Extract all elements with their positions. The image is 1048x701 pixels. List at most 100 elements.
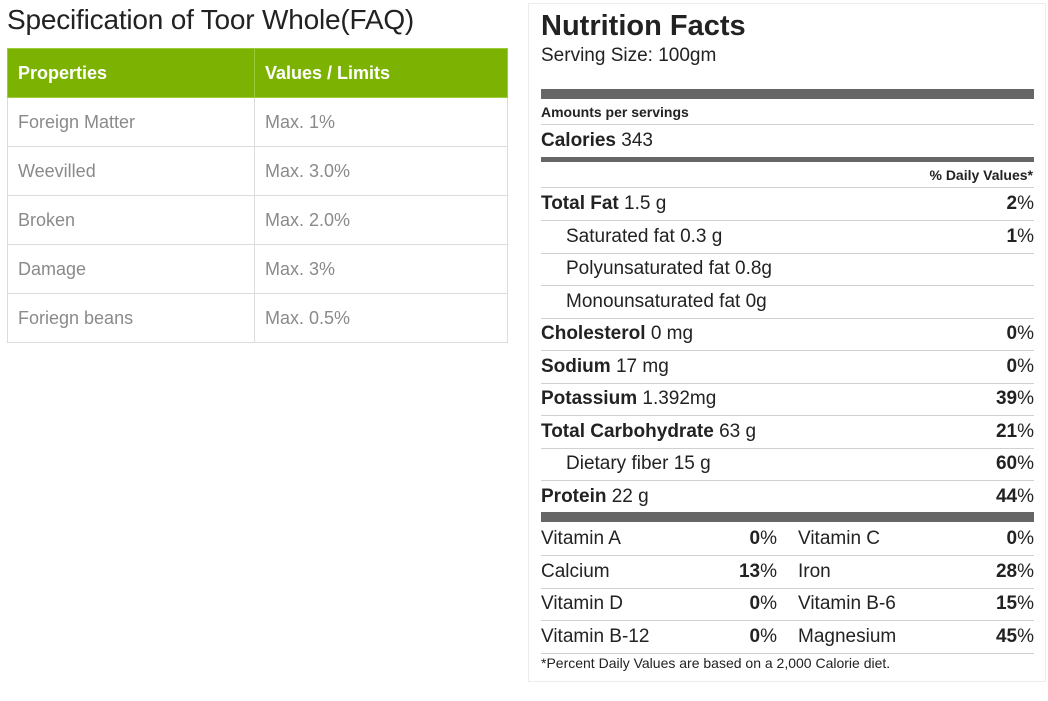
daily-value-number: 0 bbox=[1006, 355, 1018, 377]
nutrient-daily-value: 21% bbox=[996, 416, 1034, 448]
daily-value-number: 45 bbox=[995, 625, 1018, 647]
spec-table: Properties Values / Limits Foreign Matte… bbox=[7, 48, 508, 343]
nutrient-amount: 0 mg bbox=[650, 323, 694, 344]
nutrient-name: Monounsaturated fat 0g bbox=[566, 290, 767, 312]
value-cell: Max. 2.0% bbox=[254, 195, 508, 245]
nutrient-amount: 1.392mg bbox=[642, 388, 717, 409]
property-cell: Damage bbox=[7, 244, 255, 294]
percent-sign: % bbox=[1017, 323, 1034, 344]
nutrient-daily-value: 39% bbox=[996, 383, 1034, 415]
daily-value-number: 0 bbox=[749, 528, 761, 549]
daily-value-number: 0 bbox=[749, 625, 761, 647]
nutrient-label: Protein 22 g bbox=[541, 481, 649, 513]
nutrient-amount: 63 g bbox=[719, 420, 757, 442]
percent-sign: % bbox=[1017, 528, 1034, 549]
nutrition-facts-panel: Nutrition Facts Serving Size: 100gm Amou… bbox=[528, 3, 1046, 682]
vitamin-name: Vitamin B-12 bbox=[541, 625, 650, 647]
vitamin-cell: Vitamin D 0% bbox=[541, 588, 777, 620]
vitamin-cell: Vitamin C 0% bbox=[798, 523, 1034, 555]
property-cell: Broken bbox=[7, 195, 255, 245]
nutrient-daily-value: 0% bbox=[1007, 351, 1034, 383]
nutrient-name: Total Fat bbox=[541, 193, 619, 214]
vitamin-name: Calcium bbox=[541, 560, 610, 582]
vitamin-cell: Iron 28% bbox=[798, 556, 1034, 588]
vitamin-daily-value: 0% bbox=[750, 523, 777, 555]
footnote: *Percent Daily Values are based on a 2,0… bbox=[541, 655, 891, 671]
divider bbox=[541, 187, 1034, 188]
nutrient-name: Total Carbohydrate bbox=[541, 420, 714, 442]
percent-sign: % bbox=[1017, 560, 1034, 582]
table-row: Weevilled Max. 3.0% bbox=[7, 146, 508, 196]
nutrient-daily-value: 60% bbox=[996, 448, 1034, 480]
nutrient-name: Cholesterol bbox=[541, 323, 646, 344]
daily-value-number: 15 bbox=[995, 593, 1018, 614]
property-cell: Foreign Matter bbox=[7, 97, 255, 147]
percent-sign: % bbox=[1017, 453, 1034, 474]
vitamin-daily-value: 0% bbox=[1007, 523, 1034, 555]
vitamin-cell: Vitamin A 0% bbox=[541, 523, 777, 555]
spec-table-header-row: Properties Values / Limits bbox=[7, 48, 508, 98]
divider bbox=[541, 480, 1034, 481]
percent-sign: % bbox=[1017, 225, 1034, 247]
calories-row: Calories 343 bbox=[541, 125, 1034, 157]
nutrient-label: Saturated fat 0.3 g bbox=[566, 221, 722, 253]
nutrient-row: Dietary fiber 15 g 60% bbox=[541, 448, 1034, 480]
daily-value-number: 0 bbox=[1006, 323, 1018, 344]
vitamin-cell: Vitamin B-6 15% bbox=[798, 588, 1034, 620]
vitamin-name: Vitamin A bbox=[541, 528, 621, 549]
nutrient-row: Cholesterol 0 mg 0% bbox=[541, 318, 1034, 350]
nutrient-amount: 22 g bbox=[611, 485, 649, 507]
calories-value: 343 bbox=[621, 130, 653, 151]
daily-values-header: % Daily Values* bbox=[929, 167, 1033, 183]
divider-medium bbox=[541, 157, 1034, 162]
nutrient-name: Sodium bbox=[541, 355, 611, 377]
divider bbox=[541, 415, 1034, 416]
percent-sign: % bbox=[760, 560, 777, 582]
percent-sign: % bbox=[1017, 485, 1034, 507]
nutrition-title: Nutrition Facts bbox=[541, 10, 746, 42]
header-properties: Properties bbox=[7, 48, 255, 98]
calories-label: Calories bbox=[541, 130, 616, 151]
daily-value-number: 60 bbox=[995, 453, 1018, 474]
daily-value-number: 2 bbox=[1006, 193, 1018, 214]
amounts-per-serving-label: Amounts per servings bbox=[541, 104, 689, 120]
divider-thick bbox=[541, 89, 1034, 99]
divider bbox=[541, 220, 1034, 221]
divider bbox=[541, 285, 1034, 286]
daily-value-number: 44 bbox=[995, 485, 1018, 507]
divider bbox=[541, 620, 1034, 621]
nutrient-label: Total Carbohydrate 63 g bbox=[541, 416, 756, 448]
vitamin-cell: Calcium 13% bbox=[541, 556, 777, 588]
nutrient-amount: 1.5 g bbox=[624, 193, 667, 214]
percent-sign: % bbox=[1017, 355, 1034, 377]
vitamin-name: Vitamin D bbox=[541, 593, 624, 614]
divider bbox=[541, 555, 1034, 556]
property-cell: Weevilled bbox=[7, 146, 255, 196]
daily-value-number: 0 bbox=[1006, 528, 1018, 549]
nutrient-row: Total Carbohydrate 63 g 21% bbox=[541, 416, 1034, 448]
nutrient-row: Protein 22 g 44% bbox=[541, 481, 1034, 513]
nutrient-daily-value: 0% bbox=[1007, 318, 1034, 350]
divider bbox=[541, 124, 1034, 125]
divider-thick bbox=[541, 512, 1034, 522]
daily-value-number: 28 bbox=[995, 560, 1018, 582]
nutrient-name: Saturated fat 0.3 g bbox=[566, 225, 723, 247]
nutrient-label: Monounsaturated fat 0g bbox=[566, 286, 767, 318]
table-row: Damage Max. 3% bbox=[7, 244, 508, 294]
nutrient-row: Monounsaturated fat 0g bbox=[541, 286, 1034, 318]
nutrient-label: Potassium 1.392mg bbox=[541, 383, 716, 415]
vitamin-name: Vitamin C bbox=[798, 528, 881, 549]
vitamin-cell: Vitamin B-12 0% bbox=[541, 621, 777, 653]
serving-size: Serving Size: 100gm bbox=[541, 45, 717, 66]
divider bbox=[541, 350, 1034, 351]
spec-title: Specification of Toor Whole(FAQ) bbox=[7, 4, 415, 35]
vitamin-daily-value: 15% bbox=[996, 588, 1034, 620]
nutrient-name: Polyunsaturated fat 0.8g bbox=[566, 258, 772, 279]
value-cell: Max. 3% bbox=[254, 244, 508, 294]
property-cell: Foriegn beans bbox=[7, 293, 255, 343]
vitamin-daily-value: 28% bbox=[996, 556, 1034, 588]
nutrient-name: Dietary fiber 15 g bbox=[566, 453, 711, 474]
percent-sign: % bbox=[1017, 593, 1034, 614]
vitamin-daily-value: 13% bbox=[739, 556, 777, 588]
nutrient-daily-value: 44% bbox=[996, 481, 1034, 513]
